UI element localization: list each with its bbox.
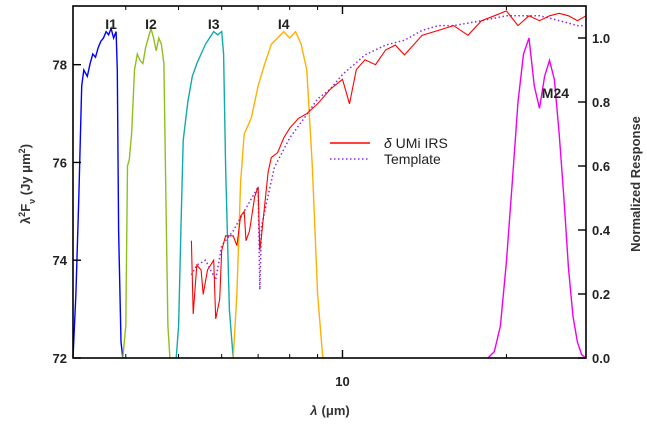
band-curve-m24 (487, 37, 587, 359)
x-tick-label: 10 (335, 374, 349, 389)
irs-spectrum-series-line (190, 10, 587, 320)
y-right-tick-label: 0.0 (592, 351, 610, 366)
y-right-tick-label: 0.6 (592, 159, 610, 174)
y-left-tick-label: 72 (53, 351, 67, 366)
band-curve-i2 (122, 25, 171, 359)
band-curve-i1 (72, 26, 124, 359)
band-label-i4: I4 (278, 16, 290, 32)
band-curve-i4 (232, 30, 324, 359)
y-right-tick-label: 0.8 (592, 95, 610, 110)
plot-frame (72, 5, 587, 359)
y-right-tick-label: 1.0 (592, 31, 610, 46)
spectrum-layer (190, 10, 587, 320)
band-curve-i3 (175, 30, 234, 359)
axes-layer: 72 74 76 78 0.0 0.2 0.4 0.6 0.8 1.0 10 (53, 6, 611, 389)
y-right-axis-title: Normalized Response (628, 116, 643, 252)
y-right-tick-label: 0.4 (592, 223, 611, 238)
y-left-tick-label: 78 (53, 58, 67, 73)
y-left-tick-label: 74 (53, 253, 68, 268)
band-label-i1: I1 (105, 16, 117, 32)
y-left-axis-title: λ2Fν (Jy μm2) (17, 144, 37, 224)
legend: δ UMi IRS Template (330, 135, 448, 167)
band-label-i3: I3 (208, 16, 220, 32)
x-axis-title: λ (μm) (309, 403, 349, 418)
filter-bands-layer: I1 I2 I3 I4 M24 (72, 16, 587, 359)
y-left-tick-label: 76 (53, 155, 67, 170)
legend-label-template: Template (384, 151, 441, 167)
y-right-tick-label: 0.2 (592, 287, 610, 302)
band-label-i2: I2 (145, 16, 157, 32)
band-label-m24: M24 (542, 85, 569, 101)
legend-label-irs: δ UMi IRS (384, 135, 448, 151)
